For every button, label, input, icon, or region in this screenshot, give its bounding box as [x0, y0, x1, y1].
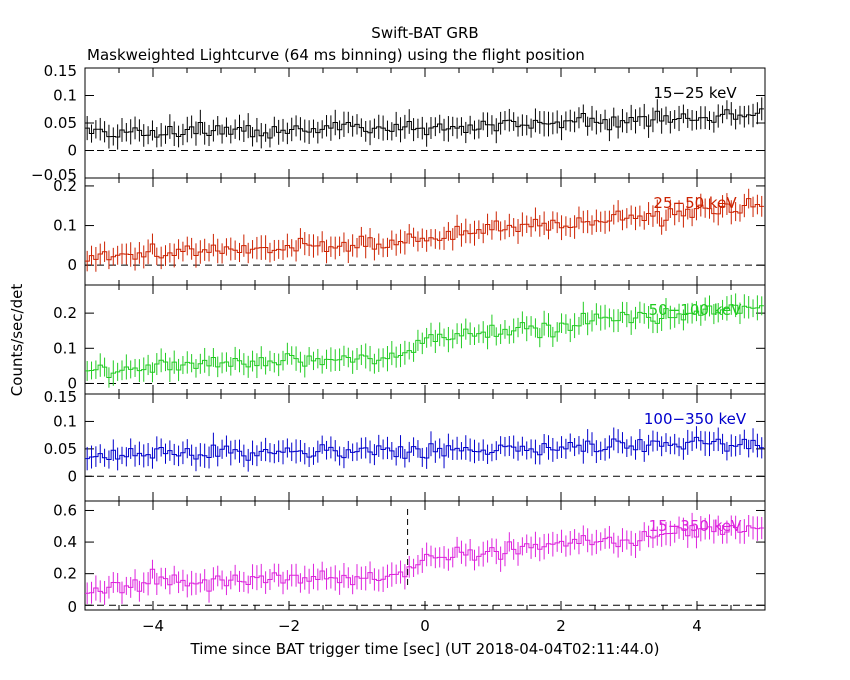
- series-line: [85, 436, 764, 461]
- y-tick-label: 0: [67, 142, 77, 160]
- chart-title: Swift-BAT GRB: [371, 24, 478, 42]
- panel-4: 0 0.05 0.1 0.15 100−350 keV: [44, 388, 766, 502]
- y-tick-label: 0.15: [44, 388, 77, 406]
- panel-5: 0 0.2 0.4 0.6 15−350 keV −4 −2 0 2 4: [53, 500, 766, 635]
- y-tick-label: 0: [67, 256, 77, 274]
- chart-subtitle: Maskweighted Lightcurve (64 ms binning) …: [87, 46, 585, 64]
- y-tick-label: −0.05: [31, 166, 77, 184]
- y-tick-label: 0.4: [53, 533, 77, 551]
- panel-1: −0.05 0 0.05 0.1 0.15 15−25 keV: [31, 62, 766, 184]
- band-label: 25−50 keV: [653, 194, 737, 212]
- band-label: 15−25 keV: [653, 84, 737, 102]
- x-tick-label: 2: [556, 617, 566, 635]
- y-tick-label: 0.2: [53, 304, 77, 322]
- band-label: 50−100 keV: [649, 301, 742, 319]
- x-tick-label: −4: [142, 617, 164, 635]
- x-tick-label: −2: [278, 617, 300, 635]
- y-tick-label: 0.15: [44, 62, 77, 80]
- series-line: [85, 108, 764, 139]
- y-tick-label: 0.1: [53, 217, 77, 235]
- band-label: 15−350 keV: [649, 517, 742, 535]
- y-tick-label: 0.2: [53, 177, 77, 195]
- panels-group: −0.05 0 0.05 0.1 0.15 15−25 keV 0 0.1 0.2 25−50 k…: [31, 62, 766, 635]
- y-tick-label: 0.1: [53, 339, 77, 357]
- x-tick-label: 4: [692, 617, 702, 635]
- panel-2: 0 0.1 0.2 25−50 keV: [53, 177, 766, 286]
- y-tick-label: 0: [67, 467, 77, 485]
- panel-3: 0 0.1 0.2 50−100 keV: [53, 284, 766, 395]
- y-tick-label: 0: [67, 374, 77, 392]
- error-bars: [86, 97, 763, 150]
- y-tick-label: 0.05: [44, 440, 77, 458]
- y-tick-label: 0.6: [53, 501, 77, 519]
- series-line: [85, 525, 764, 594]
- y-tick-label: 0.1: [53, 412, 77, 430]
- x-tick-label: 0: [420, 617, 430, 635]
- y-tick-label: 0: [67, 598, 77, 616]
- y-tick-label: 0.1: [53, 87, 77, 105]
- y-axis-label: Counts/sec/det: [8, 284, 26, 397]
- band-label: 100−350 keV: [644, 410, 747, 428]
- series-line: [85, 304, 764, 378]
- y-tick-label: 0.05: [44, 114, 77, 132]
- x-axis-label: Time since BAT trigger time [sec] (UT 20…: [190, 640, 660, 658]
- y-tick-label: 0.2: [53, 565, 77, 583]
- series-line: [85, 198, 764, 262]
